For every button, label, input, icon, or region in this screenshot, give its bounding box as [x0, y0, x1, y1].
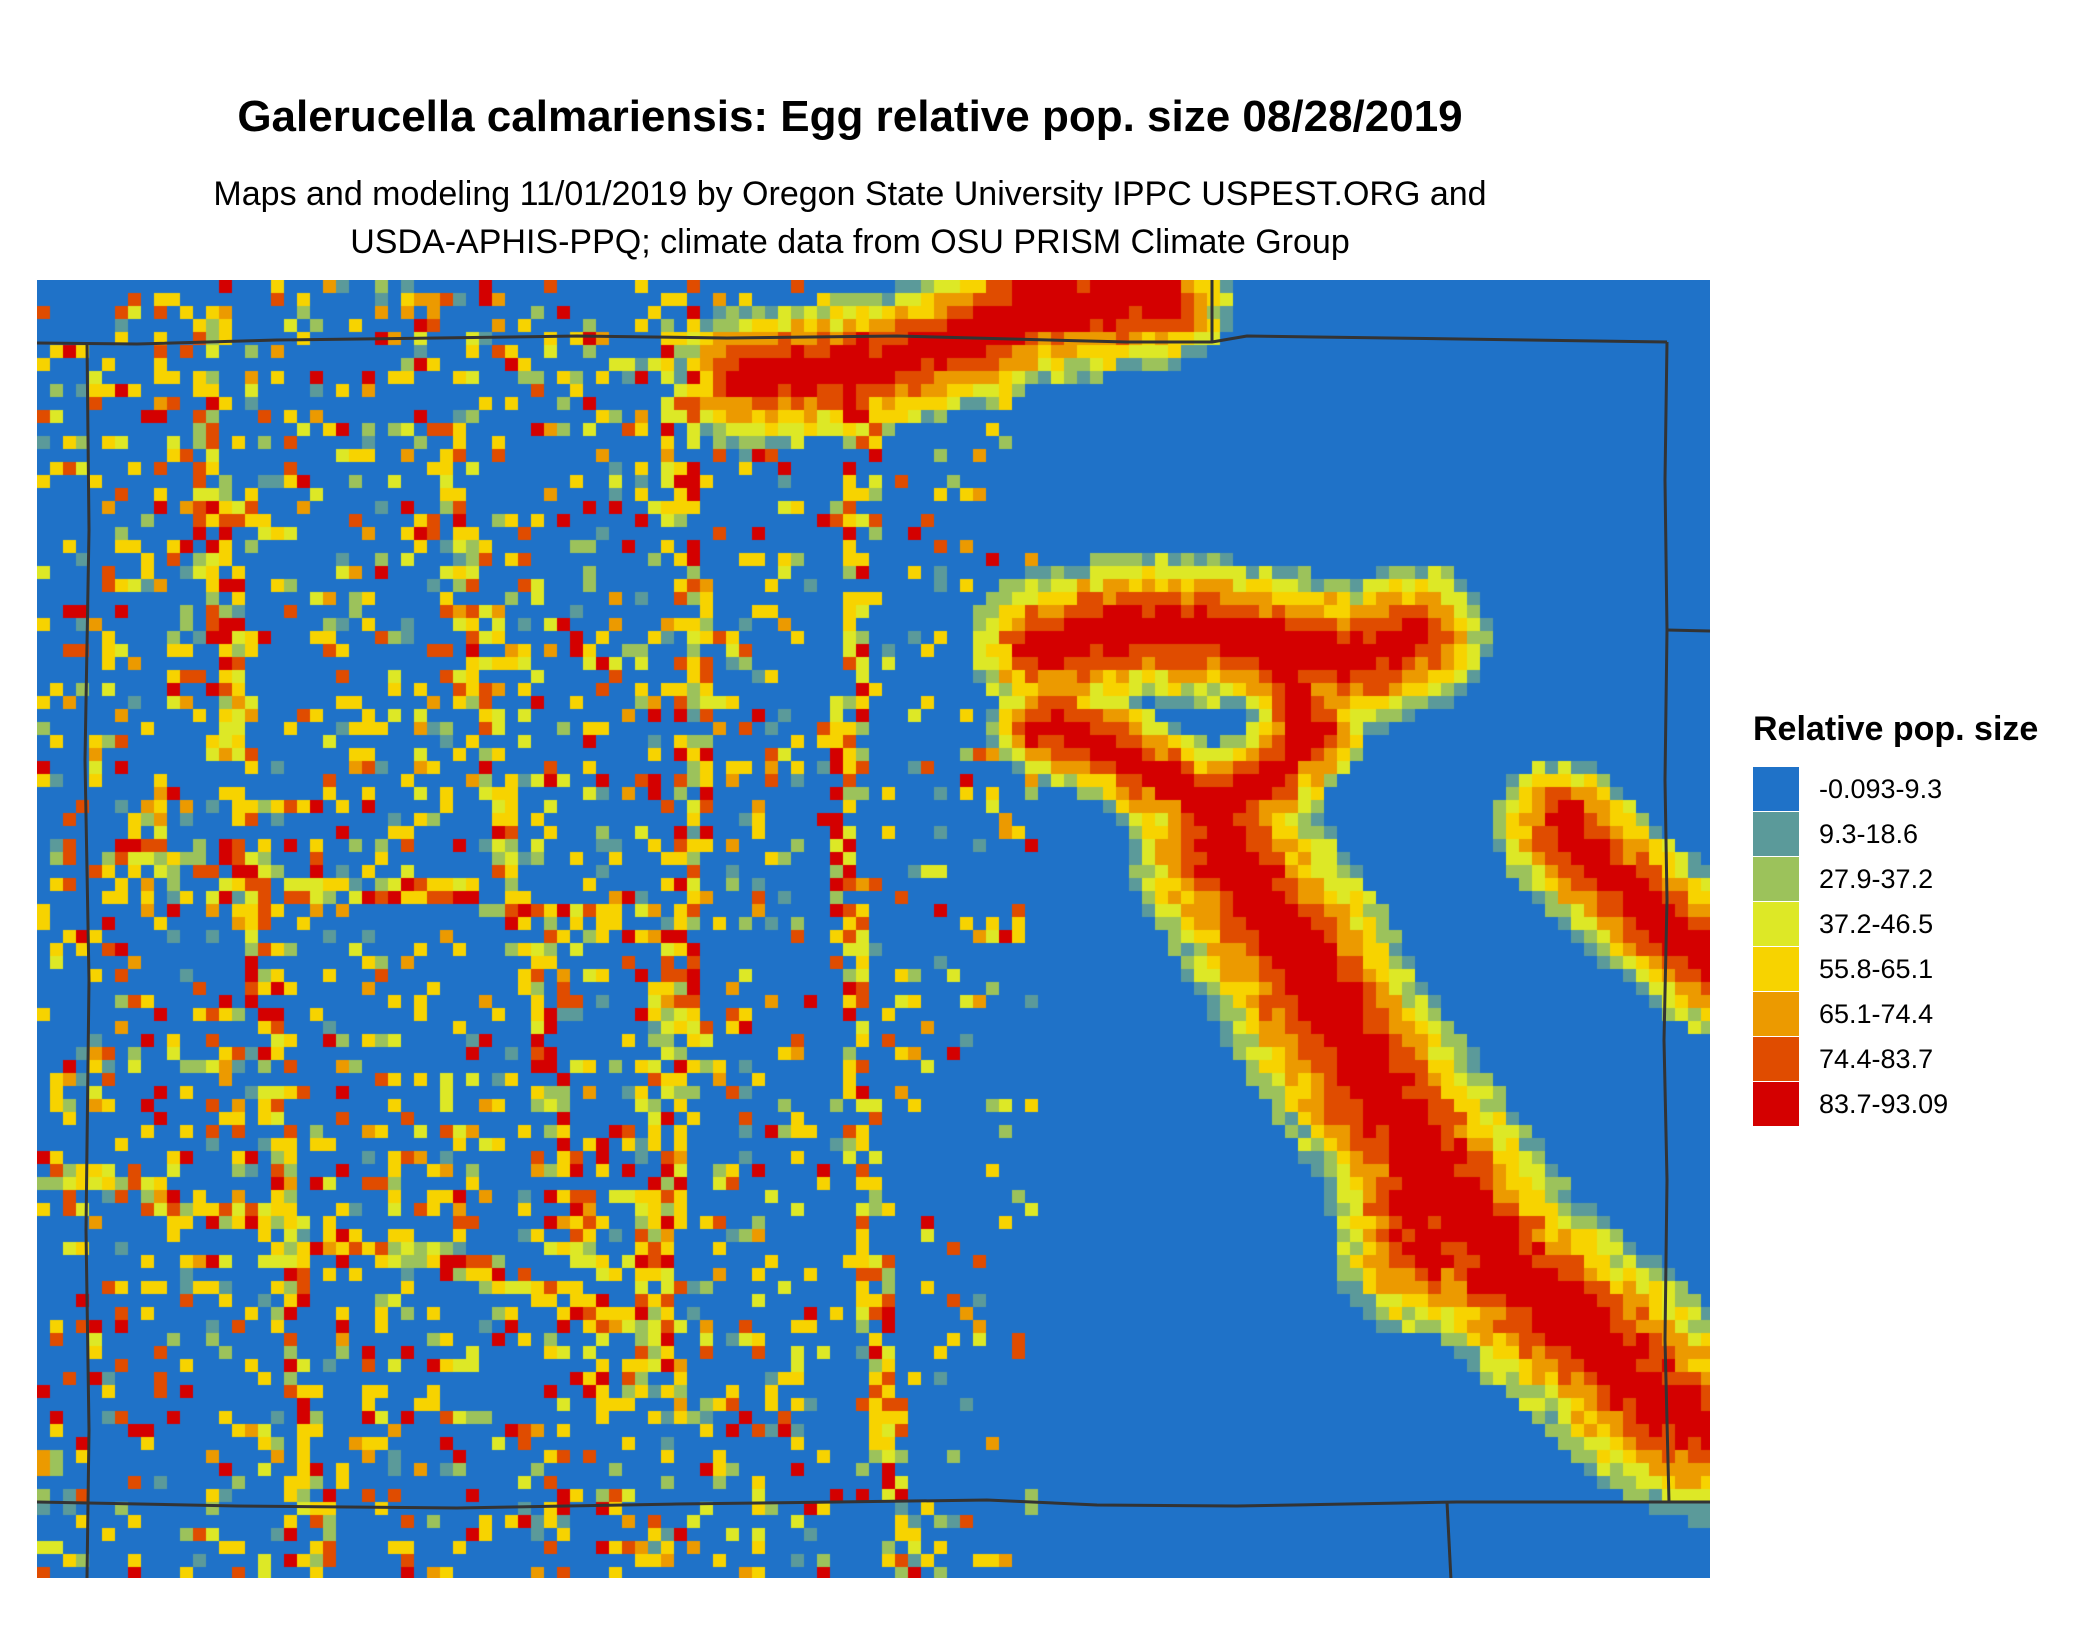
legend-item: 37.2-46.5: [1753, 902, 2073, 946]
legend-swatch: [1753, 902, 1799, 946]
county-boundaries: [37, 280, 1710, 1578]
legend-label: 83.7-93.09: [1819, 1088, 1949, 1119]
county-boundary: [37, 1498, 1667, 1510]
subtitle-line-1: Maps and modeling 11/01/2019 by Oregon S…: [213, 175, 1487, 213]
legend: Relative pop. size -0.093-9.3 9.3-18.6 2…: [1753, 710, 2073, 1127]
legend-swatch: [1753, 812, 1799, 856]
legend-item: 55.8-65.1: [1753, 947, 2073, 991]
legend-label: 65.1-74.4: [1819, 998, 1934, 1029]
legend-swatch: [1753, 767, 1799, 811]
legend-swatch: [1753, 1082, 1799, 1126]
legend-label: -0.093-9.3: [1819, 773, 1943, 804]
legend-item: 9.3-18.6: [1753, 812, 2073, 856]
county-boundary: [1666, 628, 1710, 633]
county-boundary: [1445, 1501, 1453, 1578]
legend-title: Relative pop. size: [1753, 710, 2039, 748]
legend-item: 83.7-93.09: [1753, 1082, 2073, 1126]
legend-item: 74.4-83.7: [1753, 1037, 2073, 1081]
map-subtitle: Maps and modeling 11/01/2019 by Oregon S…: [0, 170, 1700, 266]
legend-swatch: [1753, 992, 1799, 1036]
map-panel: [37, 280, 1710, 1578]
county-boundary: [37, 334, 1668, 346]
subtitle-line-2: USDA-APHIS-PPQ; climate data from OSU PR…: [350, 223, 1350, 261]
legend-swatch: [1753, 1037, 1799, 1081]
legend-label: 55.8-65.1: [1819, 953, 1934, 984]
legend-item: 27.9-37.2: [1753, 857, 2073, 901]
county-boundary: [1662, 341, 1671, 1503]
map-title: Galerucella calmariensis: Egg relative p…: [237, 92, 1463, 141]
legend-label: 37.2-46.5: [1819, 908, 1934, 939]
legend-swatch: [1753, 947, 1799, 991]
population-raster: [37, 280, 1710, 1578]
county-boundary: [83, 342, 91, 1578]
legend-label: 9.3-18.6: [1819, 818, 1919, 849]
legend-item: 65.1-74.4: [1753, 992, 2073, 1036]
legend-label: 74.4-83.7: [1819, 1043, 1934, 1074]
legend-label: 27.9-37.2: [1819, 863, 1934, 894]
legend-item: -0.093-9.3: [1753, 767, 2073, 811]
legend-swatch: [1753, 857, 1799, 901]
